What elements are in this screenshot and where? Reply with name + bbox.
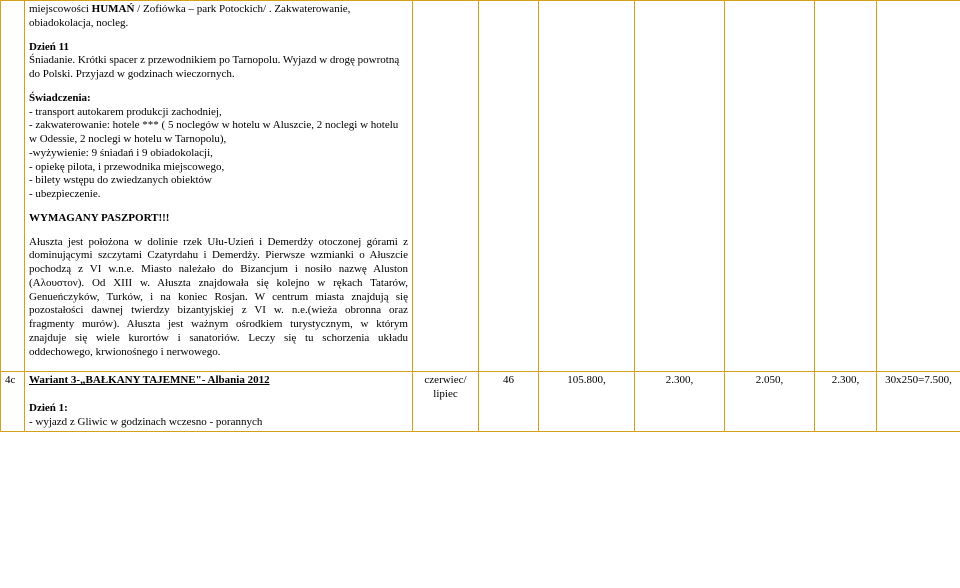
cell-empty — [413, 1, 479, 372]
passport-required: WYMAGANY PASZPORT!!! — [29, 212, 408, 226]
value-cell: 2.050, — [725, 372, 815, 432]
service-line: - opiekę pilota, i przewodnika miejscowe… — [29, 161, 408, 175]
table-row: 4c Wariant 3-„BAŁKANY TAJEMNE"- Albania … — [1, 372, 960, 432]
main-table: miejscowości HUMAŃ / Zofiówka – park Pot… — [0, 0, 960, 432]
value-cell: 2.300, — [635, 372, 725, 432]
service-line: -wyżywienie: 9 śniadań i 9 obiadokolacji… — [29, 147, 408, 161]
day-11-block: Dzień 11 Śniadanie. Krótki spacer z prze… — [29, 41, 408, 82]
period-cell: czerwiec/ lipiec — [413, 372, 479, 432]
service-line: - transport autokarem produkcji zachodni… — [29, 106, 408, 120]
cell-id-empty — [1, 1, 25, 372]
variant-description-cell: Wariant 3-„BAŁKANY TAJEMNE"- Albania 201… — [25, 372, 413, 432]
cell-empty — [479, 1, 539, 372]
cell-empty — [815, 1, 877, 372]
day-text: Śniadanie. Krótki spacer z przewodnikiem… — [29, 54, 408, 82]
services-block: Świadczenia: - transport autokarem produ… — [29, 92, 408, 202]
text: miejscowości — [29, 3, 92, 15]
services-heading: Świadczenia: — [29, 92, 408, 106]
bold-text: HUMAŃ — [92, 3, 135, 15]
cell-empty — [635, 1, 725, 372]
value-cell: 105.800, — [539, 372, 635, 432]
day-label: Dzień 11 — [29, 41, 408, 55]
cell-empty — [725, 1, 815, 372]
value-cell: 30x250=7.500, — [877, 372, 960, 432]
paragraph-continuation: miejscowości HUMAŃ / Zofiówka – park Pot… — [29, 3, 408, 31]
description-cell: miejscowości HUMAŃ / Zofiówka – park Pot… — [25, 1, 413, 372]
page: miejscowości HUMAŃ / Zofiówka – park Pot… — [0, 0, 960, 588]
value-cell: 2.300, — [815, 372, 877, 432]
cell-empty — [877, 1, 960, 372]
about-text: Ałuszta jest położona w dolinie rzek Ułu… — [29, 236, 408, 360]
day1-label: Dzień 1: — [29, 402, 408, 416]
service-line: - ubezpieczenie. — [29, 188, 408, 202]
value-cell: 46 — [479, 372, 539, 432]
service-line: - bilety wstępu do zwiedzanych obiektów — [29, 174, 408, 188]
service-line: - zakwaterowanie: hotele *** ( 5 noclegó… — [29, 119, 408, 147]
day1-line: - wyjazd z Gliwic w godzinach wczesno - … — [29, 416, 408, 430]
table-row: miejscowości HUMAŃ / Zofiówka – park Pot… — [1, 1, 960, 372]
variant-title: Wariant 3-„BAŁKANY TAJEMNE"- Albania 201… — [29, 374, 408, 388]
row-id: 4c — [1, 372, 25, 432]
cell-empty — [539, 1, 635, 372]
